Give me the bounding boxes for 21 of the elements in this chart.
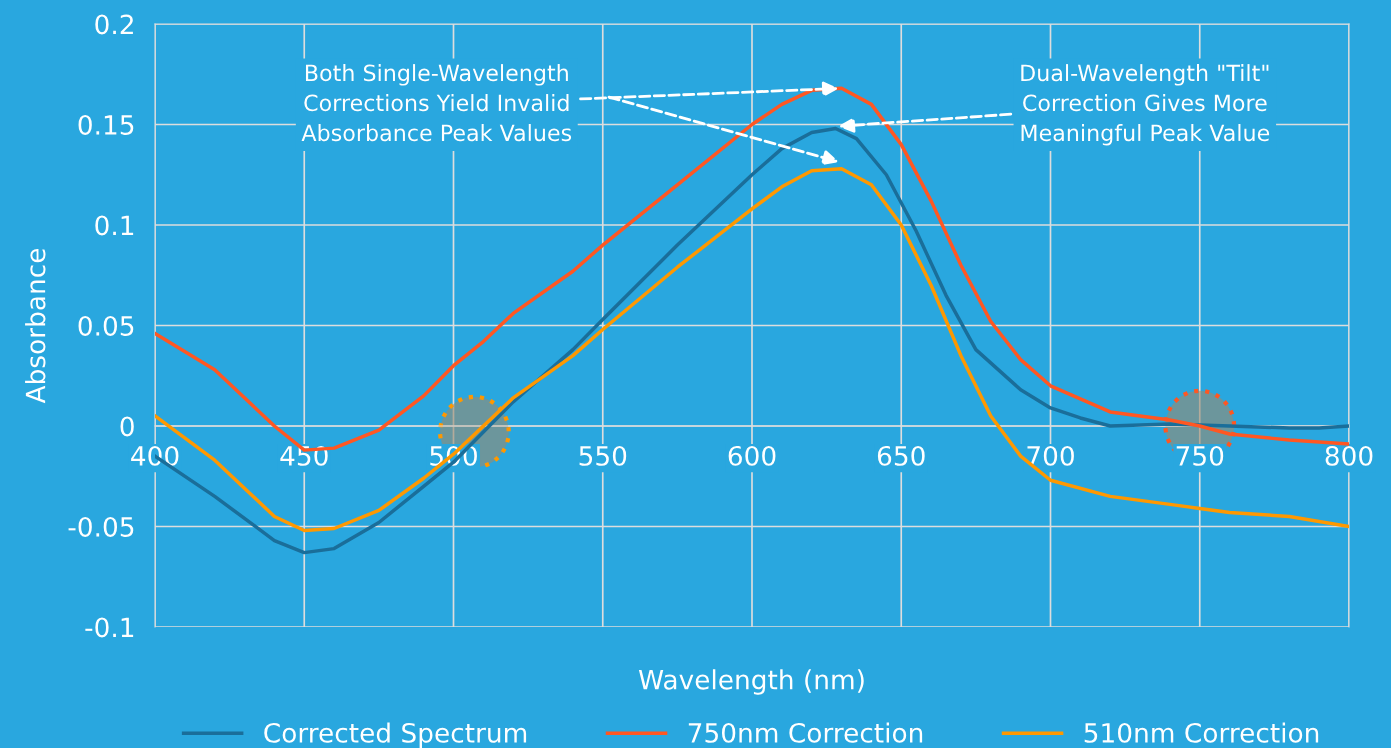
y-tick-label: 0.2	[95, 14, 133, 35]
x-tick-label: 650	[877, 445, 925, 466]
x-tick-label: 700	[1027, 445, 1074, 466]
x-tick-label: 550	[579, 445, 627, 466]
legend-label: Corrected Spectrum	[264, 722, 527, 748]
x-axis-title: Wavelength (nm)	[638, 669, 864, 695]
y-tick-label: -0.1	[85, 617, 134, 638]
legend-label: 510nm Correction	[1084, 722, 1319, 743]
x-tick-label: 750	[1176, 445, 1224, 466]
y-tick-label: -0.05	[68, 516, 134, 537]
y-axis-title: Absorbance	[25, 248, 46, 404]
annotation: Both Single-Wavelength Corrections Yield Invalid Absorbance Peak Values	[301, 64, 572, 142]
x-tick-label: 400	[131, 445, 179, 466]
y-tick-label: 0.15	[78, 114, 134, 135]
x-tick-label: 800	[1325, 445, 1373, 466]
x-tick-label: 600	[728, 445, 776, 466]
y-tick-label: 0	[120, 416, 134, 437]
y-tick-label: 0.1	[95, 215, 134, 236]
legend-label: 750nm Correction	[688, 722, 923, 743]
y-tick-label: 0.05	[78, 315, 134, 336]
annotation: Dual-Wavelength "Tilt" Correction Gives More Meaningful Peak Value	[1021, 64, 1270, 146]
